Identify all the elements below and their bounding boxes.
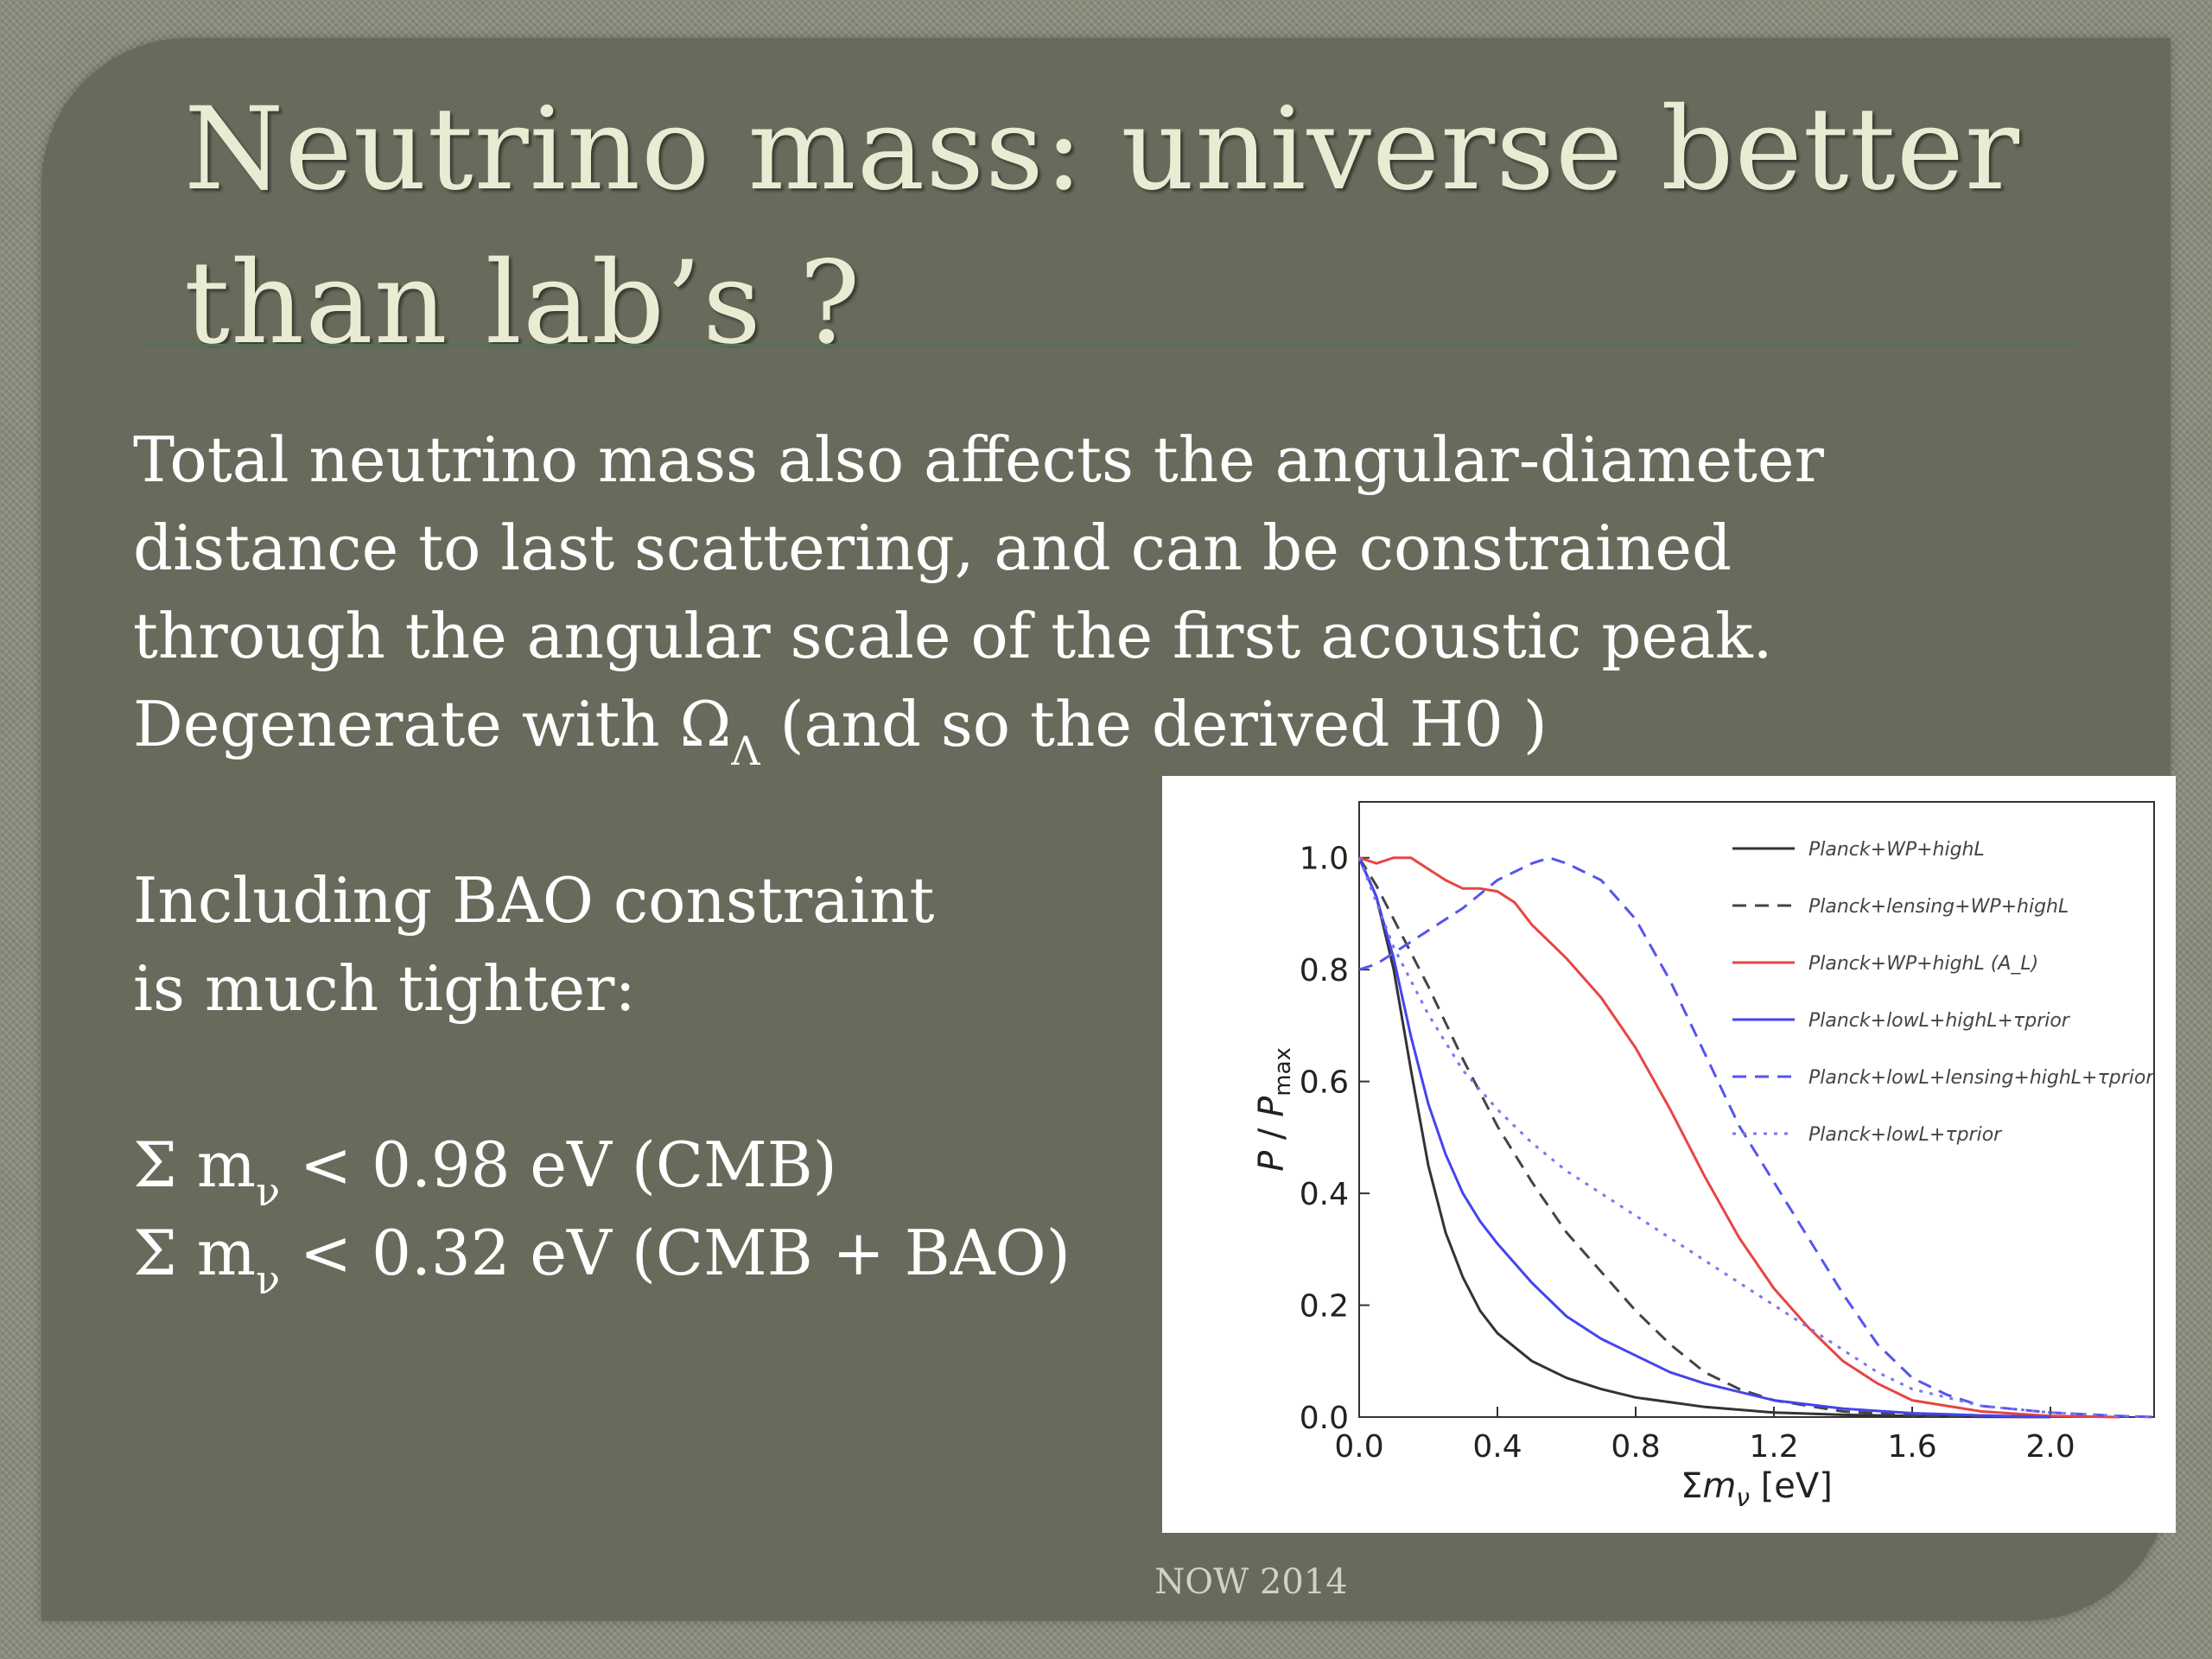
paragraph-line-3: through the angular scale of the first a… <box>133 600 1773 672</box>
y-tick-label: 0.2 <box>1300 1289 1349 1325</box>
legend-label-3: Planck+WP+highL (A_L) <box>1808 953 2038 975</box>
limit-cmb-suffix: < 0.98 eV (CMB) <box>280 1128 837 1201</box>
degenerate-prefix: Degenerate with Ω <box>133 688 732 760</box>
title-line-2: than lab’s ? <box>184 237 861 370</box>
neutrino-mass-likelihood-chart: 0.0 0.4 0.8 1.2 1.6 2.0 0.0 0.2 0.4 0.6 0.8 1.0 Pla… <box>1252 801 2155 1512</box>
paragraph-line-1: Total neutrino mass also affects the ang… <box>133 423 1824 496</box>
series-line-5 <box>1358 856 2155 1419</box>
series-line-6 <box>1357 857 2155 1419</box>
title-line-1: Neutrino mass: universe better <box>184 83 2020 216</box>
plot-frame <box>1358 801 2155 1418</box>
legend-label-5: Planck+lowL+lensing+highL+τprior <box>1808 1067 2155 1089</box>
x-tick-label: 0.4 <box>1472 1429 1522 1465</box>
legend-label-2: Planck+lensing+WP+highL <box>1808 896 2069 918</box>
x-axis-label: Σmν [eV] <box>1681 1466 1833 1512</box>
x-tick-label: 1.6 <box>1887 1429 1936 1465</box>
paragraph-line-2: distance to last scattering, and can be … <box>133 512 1732 584</box>
lambda-subscript: Λ <box>731 728 760 774</box>
y-tick-label: 0.0 <box>1300 1401 1349 1436</box>
legend-label-1: Planck+WP+highL <box>1808 839 1985 861</box>
title-divider <box>142 344 2075 346</box>
y-axis-label: P / Pmax <box>1252 1047 1296 1172</box>
limit-cmb-prefix: Σ m <box>133 1128 257 1201</box>
footer-text: NOW 2014 <box>1154 1562 1348 1602</box>
x-axis-label-sub: ν <box>1736 1484 1750 1512</box>
legend-label-6: Planck+lowL+τprior <box>1808 1124 2003 1146</box>
bao-line-1: Including BAO constraint <box>133 864 935 937</box>
x-tick-label: 1.2 <box>1749 1429 1798 1465</box>
y-tick-label: 0.6 <box>1300 1065 1349 1101</box>
x-tick-label: 2.0 <box>2025 1429 2075 1465</box>
y-tick-label: 1.0 <box>1300 842 1349 877</box>
limit-cmb-bao: Σ mν < 0.32 eV (CMB + BAO) <box>133 1209 1824 1303</box>
limit-cmb-bao-prefix: Σ m <box>133 1217 257 1289</box>
series-line-3 <box>1358 856 2120 1419</box>
series-line-1 <box>1357 857 2051 1419</box>
slide-title: Neutrino mass: universe better than lab’… <box>184 73 2128 380</box>
degenerate-line: Degenerate with ΩΛ (and so the derived H… <box>133 680 1824 774</box>
x-tick-label: 0.0 <box>1334 1429 1383 1465</box>
x-tick-label: 0.8 <box>1611 1429 1660 1465</box>
slide-body: Total neutrino mass also affects the ang… <box>133 416 1824 1303</box>
nu-subscript: ν <box>256 1168 281 1215</box>
limit-cmb-bao-suffix: < 0.32 eV (CMB + BAO) <box>280 1217 1071 1289</box>
bao-line-2: is much tighter: <box>133 952 636 1025</box>
chart-panel: 0.0 0.4 0.8 1.2 1.6 2.0 0.0 0.2 0.4 0.6 0.8 1.0 Pla… <box>1162 776 2176 1533</box>
nu-subscript: ν <box>256 1256 281 1303</box>
series-line-4 <box>1357 857 2051 1419</box>
y-tick-label: 0.8 <box>1300 953 1349 988</box>
y-tick-label: 0.4 <box>1300 1177 1349 1212</box>
legend-label-4: Planck+lowL+highL+τprior <box>1808 1010 2071 1032</box>
degenerate-suffix: (and so the derived H0 ) <box>760 688 1548 760</box>
limit-cmb: Σ mν < 0.98 eV (CMB) <box>133 1121 1824 1215</box>
